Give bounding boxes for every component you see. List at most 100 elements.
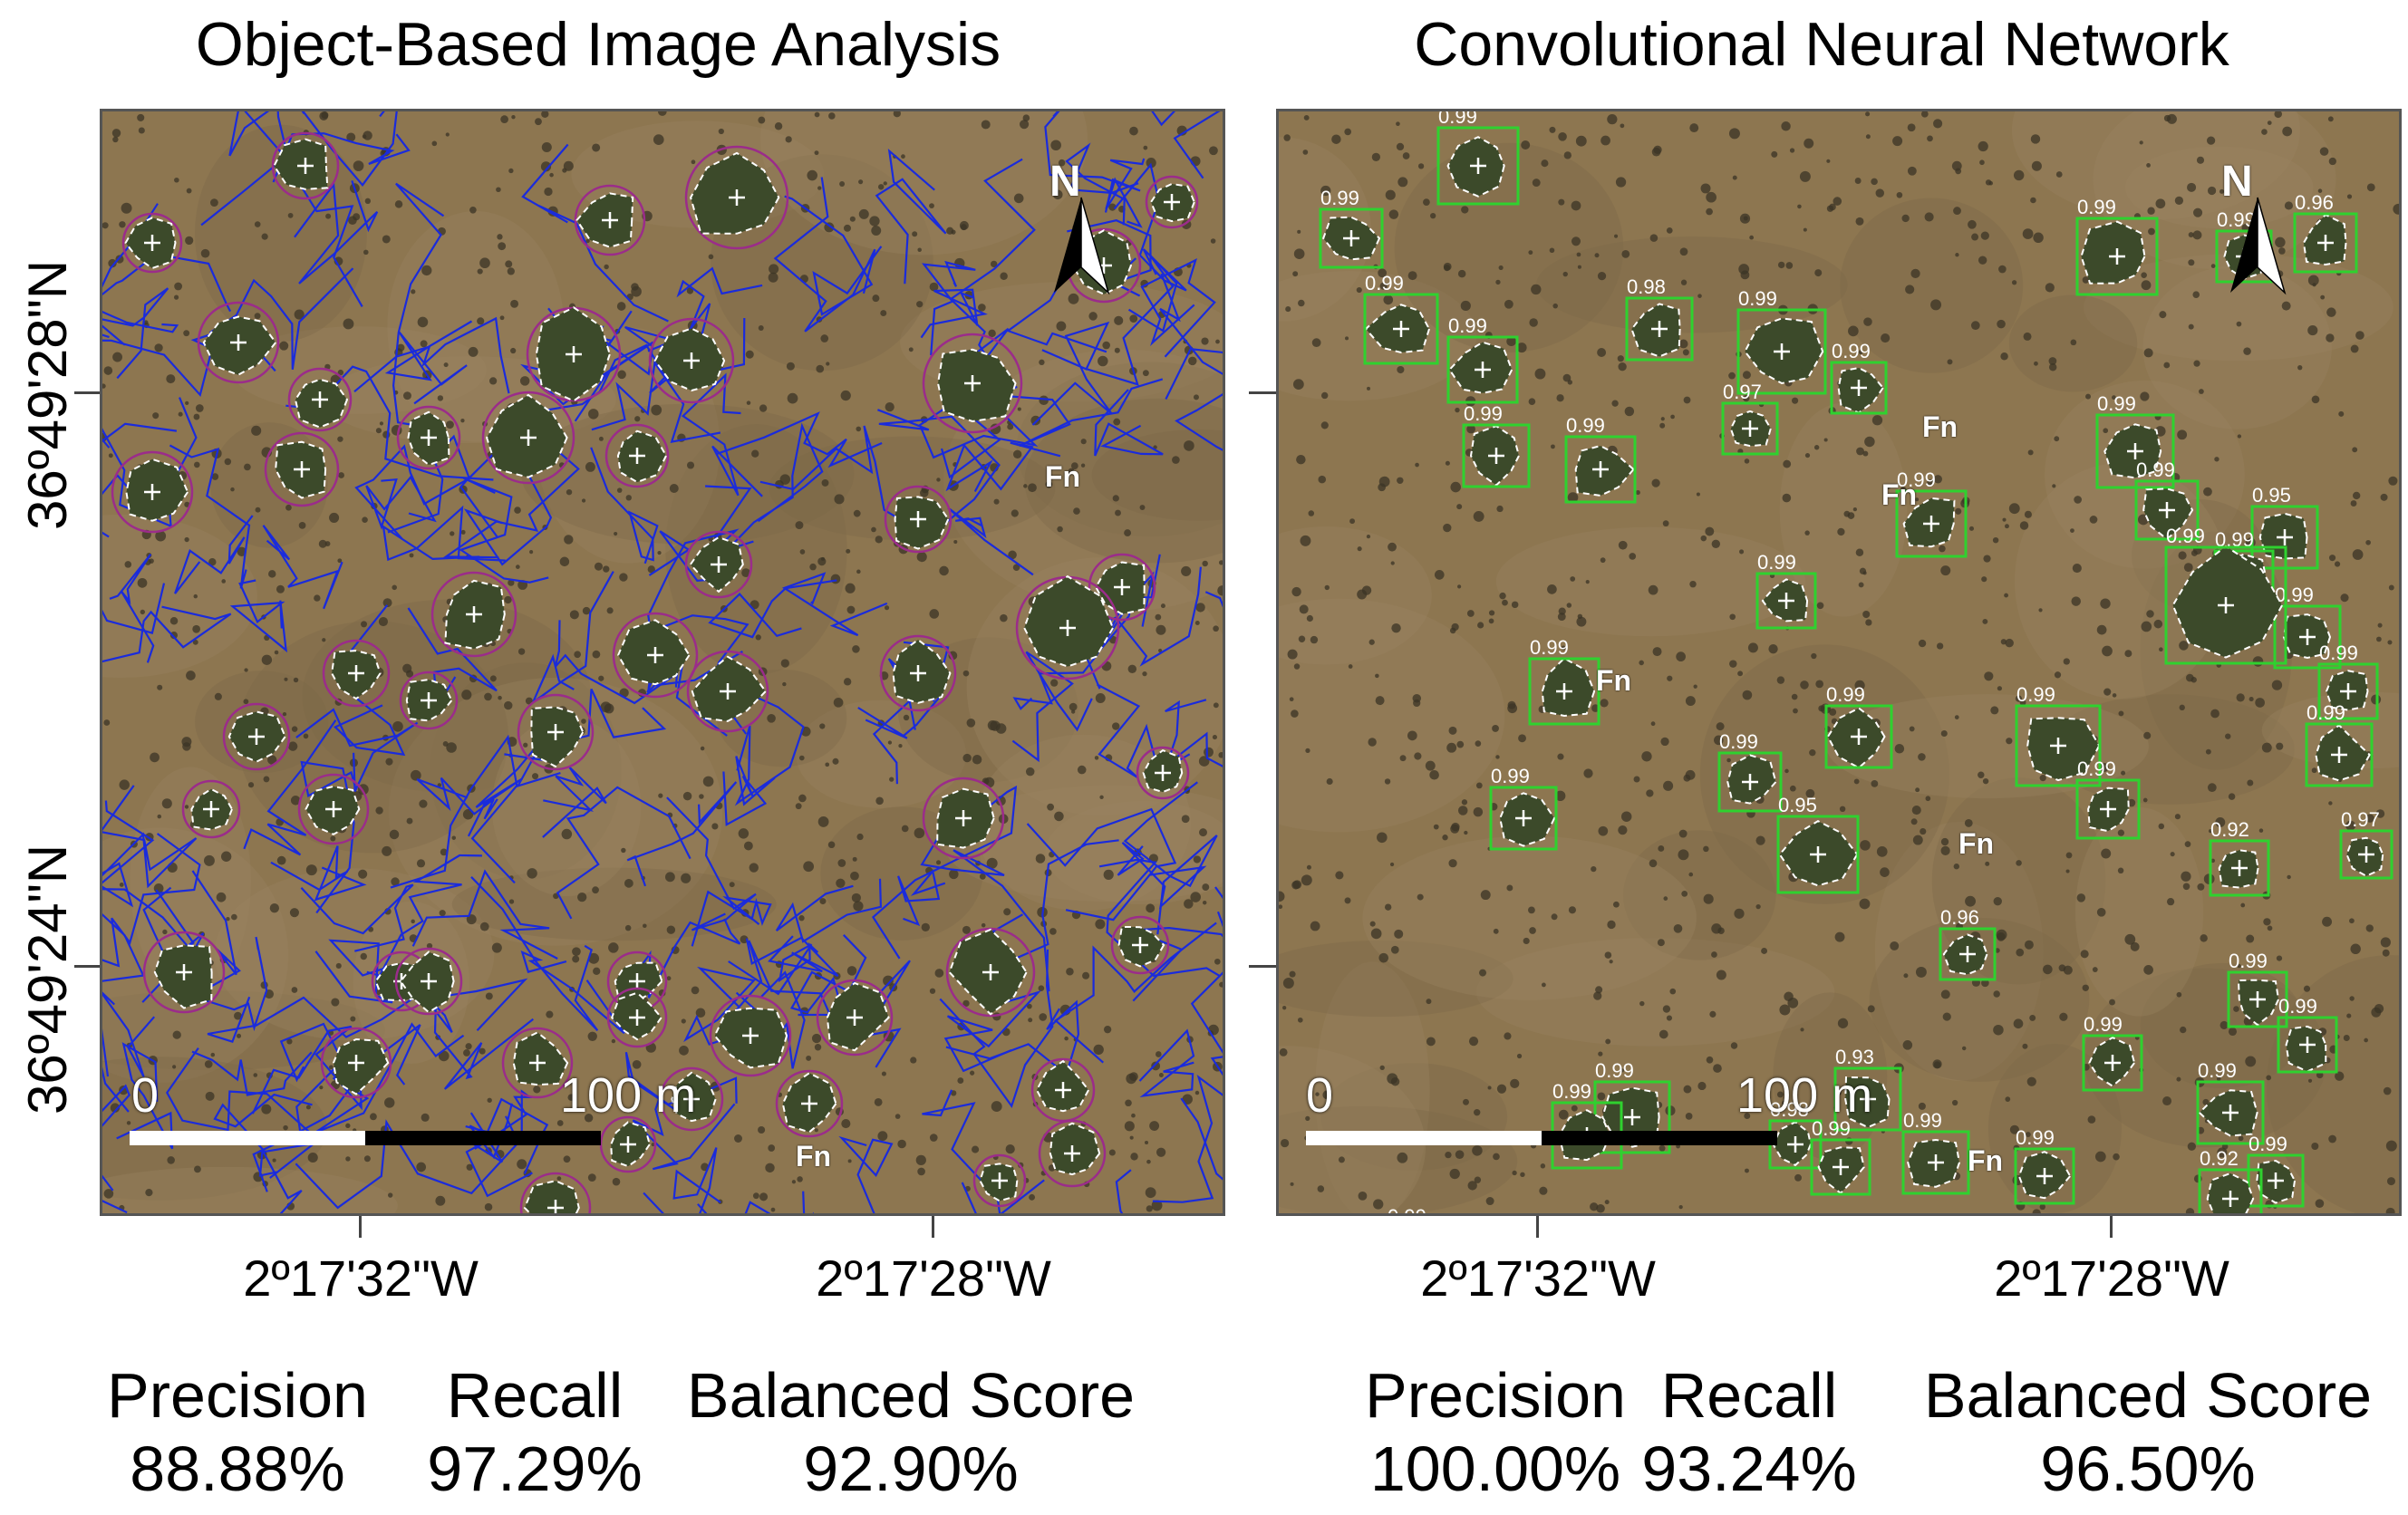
shrub-dot <box>2065 852 2073 859</box>
detection-box <box>1528 657 1600 726</box>
reference-outline <box>1023 574 1115 668</box>
shrub-dot <box>1865 111 1871 117</box>
shrub-dot <box>1461 206 1469 214</box>
fn-label-left-2: Fn <box>796 1140 832 1172</box>
detection-box <box>2075 778 2141 840</box>
shrub-dot <box>1571 1105 1578 1112</box>
shrub-dot <box>2024 940 2034 950</box>
shrub-dot <box>1414 752 1422 760</box>
segment-boundary <box>102 287 169 380</box>
detection-box <box>2014 1147 2075 1205</box>
shrub-dot <box>268 570 276 578</box>
shrub-dot <box>185 236 194 246</box>
shrub-dot <box>1811 652 1817 660</box>
shrub-dot <box>1980 231 1989 240</box>
shrub-dot <box>1156 1147 1166 1157</box>
shrub-dot <box>1859 898 1871 910</box>
shrub-dot <box>345 1123 351 1129</box>
shrub-dot <box>681 1018 686 1024</box>
shrub-dot <box>150 752 160 763</box>
shrub-dot <box>2089 516 2098 524</box>
shrub-dot <box>2240 902 2246 908</box>
shrub-dot <box>1696 492 1700 497</box>
shrub-dot <box>112 136 119 143</box>
shrub-dot <box>1504 299 1513 309</box>
shrub-dot <box>286 1038 293 1045</box>
shrub-dot <box>1551 444 1555 449</box>
left-metric-recall: Recall 97.29% <box>427 1359 642 1505</box>
shrub-dot <box>852 645 860 653</box>
shrub-dot <box>1744 1113 1751 1120</box>
shrub-dot <box>2261 129 2268 135</box>
shrub-dot <box>1865 619 1872 626</box>
shrub-dot <box>1066 967 1074 976</box>
shrub-dot <box>535 118 542 126</box>
detection-score: 0.99 <box>2016 1126 2055 1149</box>
right-lat-tick-1 <box>1249 391 1276 394</box>
shrub-dot <box>978 304 986 312</box>
shrub-dot <box>2070 528 2074 533</box>
shrub-dot <box>758 1125 766 1134</box>
detection-score: 0.99 <box>1719 730 1758 753</box>
shrub-dot <box>1155 1051 1162 1057</box>
shrub-dot <box>1614 234 1619 238</box>
shrub-dot <box>786 362 795 371</box>
soil-patch <box>521 403 855 545</box>
shrub-dot <box>1729 613 1736 621</box>
shrub-dot <box>1056 321 1067 332</box>
segment-boundary <box>1115 1169 1132 1213</box>
vegetation-patch <box>893 640 951 703</box>
metric-name: Recall <box>446 1360 624 1431</box>
shrub-dot <box>1683 396 1691 404</box>
shrub-dot <box>1624 406 1635 417</box>
shrub-dot <box>1800 1028 1804 1032</box>
reference-outline <box>1446 136 1505 198</box>
shrub-dot <box>2320 294 2326 300</box>
shrub-dot <box>2112 693 2117 698</box>
detection-score: 0.99 <box>1320 187 1359 209</box>
shrub-dot <box>1649 859 1658 868</box>
shrub-dot <box>1558 132 1567 141</box>
shrub-dot <box>1541 982 1546 988</box>
obia-segment-outline <box>648 317 735 404</box>
shrub-dot <box>1303 115 1310 121</box>
shrub-dot <box>1143 145 1148 150</box>
shrub-dot <box>1516 1053 1523 1059</box>
shrub-dot <box>1576 616 1587 627</box>
reference-outline <box>892 638 952 704</box>
shrub-dot <box>743 841 753 851</box>
segment-boundary <box>943 989 1042 1073</box>
shrub-dot <box>2174 814 2181 820</box>
shrub-dot <box>1784 768 1789 774</box>
shrub-dot <box>2112 395 2116 400</box>
reference-outline <box>2087 786 2130 833</box>
shrub-dot <box>2188 323 2194 330</box>
shrub-dot <box>1918 1102 1926 1110</box>
shrub-dot <box>193 413 200 420</box>
detection-score: 0.93 <box>1835 1046 1874 1068</box>
shrub-dot <box>1114 347 1120 353</box>
shrub-dot <box>1495 755 1500 759</box>
shrub-dot <box>1629 553 1637 560</box>
soil-patch <box>1024 398 1223 564</box>
shrub-dot <box>912 231 918 237</box>
shrub-dot <box>1310 921 1320 931</box>
shrub-dot <box>487 1097 492 1103</box>
shrub-dot <box>839 180 846 187</box>
shrub-dot <box>102 222 109 229</box>
shrub-dot <box>485 992 493 1000</box>
soil-patch <box>1279 1046 1426 1213</box>
shrub-dot <box>990 720 1001 731</box>
soil-patch <box>1475 938 1835 1047</box>
detection-score: 0.99 <box>2084 1013 2123 1036</box>
shrub-dot <box>1981 576 1987 583</box>
shrub-dot <box>592 650 601 659</box>
segment-boundary <box>920 810 1050 992</box>
shrub-dot <box>574 651 582 659</box>
shrub-dot <box>1293 663 1301 670</box>
shrub-dot <box>749 863 759 873</box>
shrub-dot <box>1682 349 1689 356</box>
shrub-dot <box>1290 1182 1294 1186</box>
obia-segment-outline <box>879 634 957 712</box>
shrub-dot <box>1639 1000 1645 1007</box>
